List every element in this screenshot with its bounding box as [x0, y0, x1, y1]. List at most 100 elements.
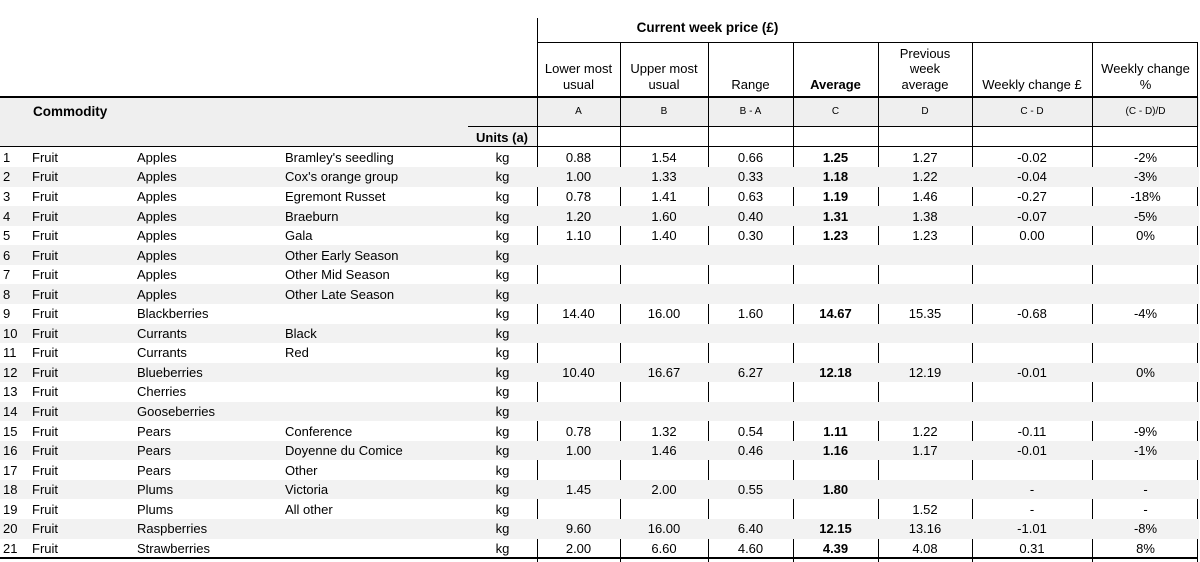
group-cell: Fruit — [32, 384, 58, 400]
units-cell: kg — [495, 403, 510, 419]
table-row: 1 Fruit Apples Bramley's seedling kg 0.88 1.54… — [0, 148, 1199, 168]
weekly-change-cell: -1.01 — [1017, 521, 1047, 537]
table-row: 6 Fruit Apples Other Early Season kg — [0, 245, 1199, 265]
units-cell: kg — [495, 208, 510, 224]
weekly-change-cell: -0.27 — [1017, 188, 1047, 204]
group-cell: Fruit — [32, 462, 58, 478]
weekly-change-pct-cell: -9% — [1133, 423, 1158, 439]
range-cell: 0.63 — [737, 188, 764, 204]
commodity-cell: Pears — [137, 423, 171, 439]
average-cell: 1.19 — [822, 188, 849, 204]
upper-usual-cell: 16.00 — [647, 306, 681, 322]
units-cell: kg — [495, 286, 510, 302]
range-cell: 6.27 — [737, 364, 764, 380]
group-cell: Fruit — [32, 423, 58, 439]
group-cell: Fruit — [32, 247, 58, 263]
row-number: 8 — [3, 286, 11, 302]
group-cell: Fruit — [32, 149, 58, 165]
lower-usual-cell: 0.78 — [565, 188, 592, 204]
variety-cell: Other — [285, 462, 318, 478]
units-cell: kg — [495, 364, 510, 380]
average-cell: 1.18 — [822, 169, 849, 185]
units-cell: kg — [495, 501, 510, 517]
weekly-change-pct-cell: -5% — [1133, 208, 1158, 224]
weekly-change-cell: 0.00 — [1019, 228, 1045, 244]
variety-cell: Other Early Season — [285, 247, 399, 263]
table-row: 19 Fruit Plums All other kg 1.52 - - — [0, 499, 1199, 519]
column-header-weekly-change-gbp: Weekly change £ — [982, 76, 1082, 92]
weekly-change-cell: 0.31 — [1019, 540, 1045, 556]
table-row: 5 Fruit Apples Gala kg 1.10 1.40 0.30 1.23 1.23 0.… — [0, 226, 1199, 246]
commodity-header: Commodity — [33, 104, 108, 119]
average-cell: 4.39 — [822, 540, 849, 556]
commodity-cell: Raspberries — [137, 521, 208, 537]
row-number: 5 — [3, 228, 11, 244]
column-code-c-minus-d-over-d: (C - D)/D — [1125, 106, 1166, 117]
range-cell: 0.40 — [737, 208, 764, 224]
range-cell: 0.33 — [737, 169, 764, 185]
column-header-range: Range — [731, 76, 770, 92]
lower-usual-cell: 14.40 — [562, 306, 595, 322]
weekly-change-cell: -0.07 — [1017, 208, 1047, 224]
column-header-previous-week-average: Previous week average — [899, 46, 951, 92]
weekly-change-pct-cell: - — [1143, 482, 1148, 498]
divider — [468, 126, 1198, 128]
divider — [0, 145, 1198, 148]
table-row: 4 Fruit Apples Braeburn kg 1.20 1.60 0.40 1.31 1.… — [0, 206, 1199, 226]
table-row: 11 Fruit Currants Red kg — [0, 343, 1199, 363]
column-code-b-minus-a: B - A — [739, 106, 762, 117]
units-cell: kg — [495, 188, 510, 204]
row-number: 19 — [3, 501, 18, 517]
variety-cell: Other Late Season — [285, 286, 395, 302]
row-number: 20 — [3, 521, 18, 537]
previous-week-cell: 1.52 — [912, 501, 938, 517]
header-shading-right — [537, 97, 1199, 127]
table-row: 3 Fruit Apples Egremont Russet kg 0.78 1.41 0.6… — [0, 187, 1199, 207]
weekly-change-cell: -0.11 — [1017, 423, 1047, 439]
units-cell: kg — [495, 169, 510, 185]
average-cell: 1.31 — [822, 208, 849, 224]
weekly-change-pct-cell: 0% — [1136, 228, 1155, 244]
column-header-average: Average — [810, 76, 861, 92]
variety-cell: Cox's orange group — [285, 169, 399, 185]
table-row: 8 Fruit Apples Other Late Season kg — [0, 284, 1199, 304]
group-cell: Fruit — [32, 188, 58, 204]
commodity-cell: Pears — [137, 443, 171, 459]
group-cell: Fruit — [32, 540, 58, 556]
units-cell: kg — [495, 384, 510, 400]
group-cell: Fruit — [32, 325, 58, 341]
lower-usual-cell: 10.40 — [562, 364, 595, 380]
weekly-change-pct-cell: -4% — [1133, 306, 1158, 322]
table-title: Current week price (£) — [636, 20, 779, 35]
row-number: 16 — [3, 443, 18, 459]
group-cell: Fruit — [32, 403, 58, 419]
average-cell: 12.18 — [819, 364, 852, 380]
range-cell: 0.55 — [737, 482, 764, 498]
upper-usual-cell: 16.67 — [647, 364, 681, 380]
lower-usual-cell: 1.00 — [565, 443, 592, 459]
average-cell: 14.67 — [819, 306, 852, 322]
row-number: 17 — [3, 462, 18, 478]
commodity-cell: Apples — [137, 267, 177, 283]
units-cell: kg — [495, 325, 510, 341]
variety-cell: Black — [285, 325, 317, 341]
column-code-c-minus-d: C - D — [1020, 106, 1044, 117]
commodity-cell: Apples — [137, 149, 177, 165]
row-number: 6 — [3, 247, 11, 263]
upper-usual-cell: 16.00 — [647, 521, 681, 537]
previous-week-cell: 12.19 — [908, 364, 942, 380]
row-number: 15 — [3, 423, 18, 439]
table-row: 17 Fruit Pears Other kg — [0, 460, 1199, 480]
row-number: 11 — [3, 345, 17, 361]
group-cell: Fruit — [32, 306, 58, 322]
lower-usual-cell: 1.00 — [565, 169, 592, 185]
variety-cell: Conference — [285, 423, 353, 439]
lower-usual-cell: 0.78 — [565, 423, 592, 439]
units-cell: kg — [495, 267, 510, 283]
table-row: 2 Fruit Apples Cox's orange group kg 1.00 1.33… — [0, 167, 1199, 187]
table-row: 12 Fruit Blueberries kg 10.40 16.67 6.27 12.18 1… — [0, 362, 1199, 383]
table-row: 10 Fruit Currants Black kg — [0, 323, 1199, 344]
upper-usual-cell: 6.60 — [651, 540, 677, 556]
units-cell: kg — [495, 443, 510, 459]
group-cell: Fruit — [32, 443, 58, 459]
